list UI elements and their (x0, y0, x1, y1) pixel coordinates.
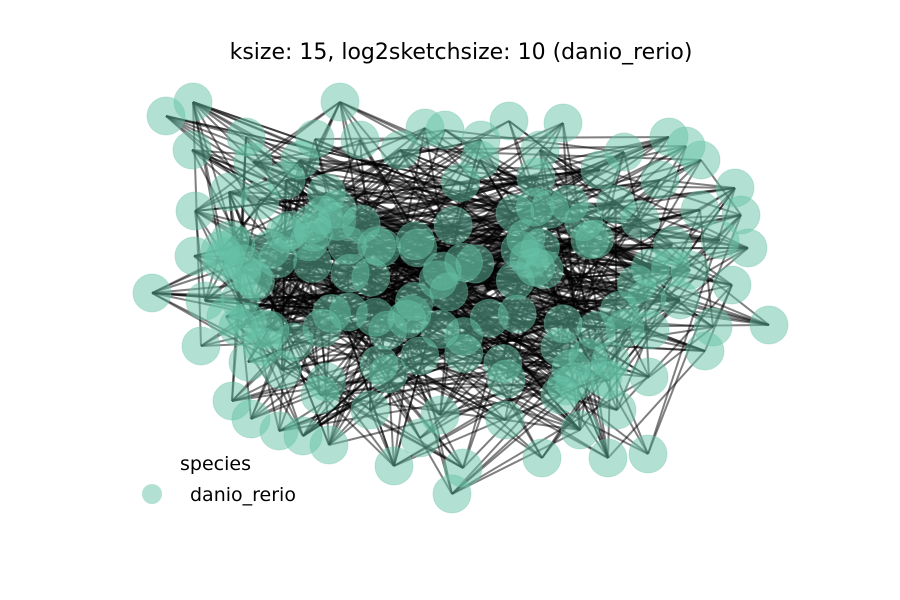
graph-node (233, 142, 273, 182)
graph-node (485, 400, 525, 440)
graph-node (181, 326, 221, 366)
graph-node (495, 260, 535, 300)
graph-node (132, 273, 172, 313)
graph-node (432, 474, 472, 514)
graph-node (398, 228, 438, 268)
graph-node (307, 362, 347, 402)
graph-node (250, 229, 290, 269)
figure-title: ksize: 15, log2sketchsize: 10 (danio_rer… (230, 40, 693, 65)
graph-node (522, 438, 562, 478)
graph-edge (299, 159, 516, 215)
graph-node (425, 110, 465, 150)
graph-node (543, 304, 583, 344)
graph-node (240, 180, 280, 220)
graph-node (455, 244, 495, 284)
graph-node (520, 228, 560, 268)
graph-node (681, 140, 721, 180)
graph-node (280, 140, 320, 180)
graph-node (591, 341, 630, 381)
graph-node (329, 292, 368, 332)
graph-node (489, 101, 529, 141)
graph-node (441, 163, 481, 202)
node-layer (132, 82, 789, 514)
graph-node (340, 120, 380, 160)
graph-node (175, 191, 215, 231)
legend-label-danio-rerio: danio_rerio (190, 484, 296, 506)
graph-node (429, 272, 469, 312)
graph-node (628, 434, 668, 474)
graph-node (400, 336, 440, 376)
graph-node (546, 366, 586, 406)
graph-node (433, 206, 473, 245)
graph-node (173, 82, 213, 122)
graph-node (580, 150, 620, 190)
graph-node (560, 410, 600, 450)
graph-edge (649, 247, 749, 331)
graph-node (483, 344, 523, 383)
graph-node (359, 345, 399, 385)
graph-edge (225, 297, 647, 318)
graph-node (640, 160, 680, 200)
graph-node (368, 310, 408, 350)
graph-node (596, 184, 636, 224)
graph-node (629, 357, 669, 397)
graph-node (588, 438, 628, 478)
graph-node (420, 309, 460, 349)
graph-edge (192, 101, 222, 251)
graph-node (653, 225, 692, 265)
graph-node (317, 189, 357, 229)
graph-node (543, 103, 583, 143)
graph-node (212, 381, 252, 421)
graph-node (685, 331, 725, 371)
graph-node (222, 252, 262, 292)
graph-node (680, 190, 720, 230)
graph-node (575, 219, 615, 259)
graph-node (420, 395, 460, 435)
graph-node (516, 157, 556, 197)
graph-node (243, 327, 283, 367)
graph-node (374, 446, 414, 486)
graph-node (749, 305, 789, 345)
graph-edge (607, 350, 706, 459)
graph-node (320, 82, 360, 122)
legend: species danio_rerio (142, 453, 296, 506)
graph-node (350, 390, 390, 430)
graph-node (330, 253, 370, 293)
graph-node (289, 222, 329, 262)
legend-title: species (180, 453, 251, 475)
graph-node (627, 278, 667, 318)
graph-node (712, 265, 752, 305)
graph-node (172, 130, 212, 170)
graph-node (380, 130, 420, 170)
graph-node (700, 220, 740, 260)
legend-marker-danio-rerio (142, 484, 162, 504)
